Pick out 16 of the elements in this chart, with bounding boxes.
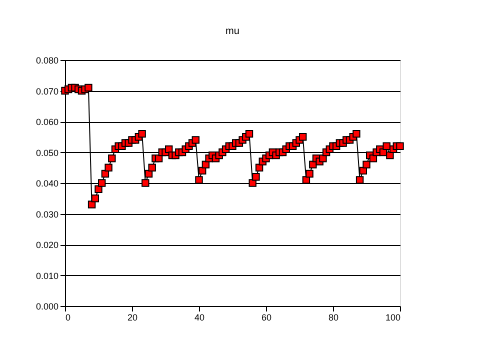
chart-title: mu [226,26,240,37]
x-tick-label: 100 [385,312,400,322]
y-tick-label: 0.070 [36,86,58,96]
x-tick-label: 40 [194,312,205,322]
y-tick-label: 0.020 [36,240,58,250]
y-tick-label: 0.000 [36,302,58,312]
x-tick-label: 0 [66,312,71,322]
x-tick-label: 20 [127,312,138,322]
y-tick-label: 0.060 [36,117,58,127]
x-tick-label: 80 [328,312,339,322]
y-tick-label: 0.080 [36,56,58,66]
x-tick-label: 60 [261,312,272,322]
y-tick-label: 0.050 [36,148,58,158]
y-tick-label: 0.010 [36,270,58,281]
y-tick-label: 0.040 [36,178,58,188]
y-tick-label: 0.030 [36,209,58,220]
